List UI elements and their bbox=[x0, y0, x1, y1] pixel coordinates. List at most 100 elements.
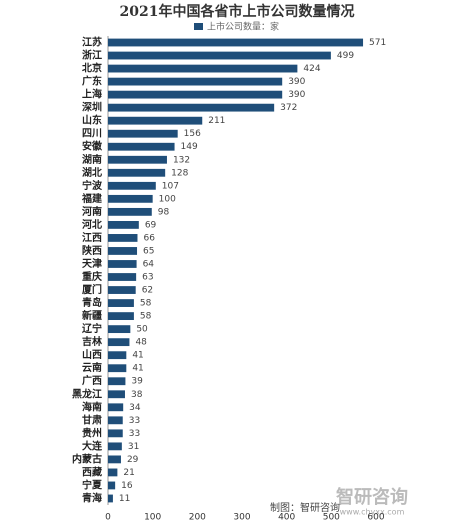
x-tick-label: 600 bbox=[367, 513, 384, 523]
y-tick-label: 湖北 bbox=[82, 166, 102, 179]
y-tick-label: 海南 bbox=[82, 400, 102, 413]
y-tick-label: 河南 bbox=[82, 205, 102, 218]
y-tick-label: 辽宁 bbox=[82, 322, 102, 335]
bar bbox=[108, 403, 124, 412]
bar bbox=[108, 90, 283, 99]
y-tick-label: 青海 bbox=[82, 491, 102, 504]
source: 制图：智研咨询 bbox=[270, 501, 340, 514]
value-label: 58 bbox=[140, 312, 152, 322]
y-tick-label: 河北 bbox=[82, 218, 102, 231]
y-tick-label: 宁夏 bbox=[82, 478, 103, 491]
y-tick-label: 山西 bbox=[82, 348, 102, 361]
y-tick-label: 山东 bbox=[82, 114, 102, 127]
value-label: 63 bbox=[142, 273, 153, 283]
y-tick-label: 青岛 bbox=[82, 296, 102, 309]
y-tick-label: 云南 bbox=[82, 361, 102, 374]
value-label: 156 bbox=[184, 129, 201, 139]
value-label: 390 bbox=[288, 77, 305, 87]
bar bbox=[108, 234, 138, 242]
y-tick-label: 江西 bbox=[82, 231, 102, 244]
value-label: 11 bbox=[119, 494, 130, 504]
value-label: 372 bbox=[280, 103, 297, 113]
bar bbox=[108, 429, 123, 438]
value-label: 41 bbox=[132, 364, 143, 374]
value-label: 98 bbox=[158, 207, 170, 217]
value-label: 39 bbox=[131, 377, 143, 387]
value-label: 149 bbox=[181, 142, 198, 152]
y-tick-label: 吉林 bbox=[82, 335, 103, 348]
value-label: 424 bbox=[303, 64, 320, 74]
legend-label: 上市公司数量：家 bbox=[207, 21, 279, 33]
value-label: 41 bbox=[132, 351, 143, 361]
value-label: 33 bbox=[129, 416, 140, 426]
value-label: 390 bbox=[288, 90, 305, 100]
y-tick-label: 甘肃 bbox=[82, 413, 102, 426]
value-label: 31 bbox=[128, 442, 139, 452]
bar bbox=[108, 155, 167, 164]
value-label: 211 bbox=[208, 116, 225, 126]
bar bbox=[108, 181, 156, 190]
bar bbox=[108, 442, 122, 451]
bar bbox=[108, 220, 139, 229]
value-label: 69 bbox=[145, 220, 157, 230]
value-label: 48 bbox=[135, 338, 147, 348]
bar bbox=[108, 312, 134, 321]
legend-swatch bbox=[194, 23, 203, 30]
value-label: 499 bbox=[337, 51, 354, 61]
bar bbox=[108, 129, 178, 138]
y-tick-label: 江苏 bbox=[82, 36, 102, 49]
value-label: 38 bbox=[131, 390, 143, 400]
website: www.chyxx.com bbox=[340, 508, 405, 517]
bar bbox=[108, 77, 283, 86]
bar bbox=[108, 194, 153, 203]
watermark: 智研咨询 bbox=[336, 486, 408, 508]
y-tick-label: 内蒙古 bbox=[72, 452, 102, 465]
chart-title: 2021年中国各省市上市公司数量情况 bbox=[120, 3, 355, 20]
y-tick-label: 重庆 bbox=[82, 270, 102, 283]
y-tick-label: 新疆 bbox=[82, 309, 102, 322]
y-tick-label: 安徽 bbox=[82, 140, 103, 153]
y-tick-label: 北京 bbox=[82, 62, 102, 75]
bar bbox=[108, 38, 364, 47]
y-tick-label: 湖南 bbox=[82, 153, 102, 166]
value-label: 107 bbox=[162, 181, 179, 191]
x-tick-label: 0 bbox=[105, 513, 111, 523]
bar bbox=[108, 168, 166, 177]
bar bbox=[108, 481, 116, 490]
value-label: 128 bbox=[171, 168, 188, 178]
value-label: 66 bbox=[143, 233, 155, 243]
bar bbox=[108, 247, 138, 255]
bar bbox=[108, 260, 137, 268]
bar bbox=[108, 103, 275, 112]
y-tick-label: 浙江 bbox=[82, 49, 102, 62]
y-tick-label: 广西 bbox=[82, 374, 102, 387]
y-tick-label: 陕西 bbox=[82, 244, 102, 257]
y-tick-label: 四川 bbox=[82, 128, 102, 140]
bar bbox=[108, 390, 125, 399]
value-label: 16 bbox=[121, 481, 133, 491]
x-tick-label: 400 bbox=[278, 513, 295, 523]
value-label: 29 bbox=[127, 455, 139, 465]
bar bbox=[108, 325, 131, 334]
x-tick-label: 200 bbox=[189, 513, 206, 523]
value-label: 64 bbox=[143, 259, 155, 269]
value-label: 132 bbox=[173, 155, 190, 165]
value-label: 34 bbox=[129, 403, 141, 413]
bar bbox=[108, 64, 298, 73]
bar bbox=[108, 273, 137, 281]
bar bbox=[108, 142, 175, 151]
y-tick-label: 黑龙江 bbox=[72, 387, 102, 400]
value-label: 21 bbox=[123, 468, 134, 478]
y-tick-label: 深圳 bbox=[82, 101, 102, 114]
y-tick-label: 厦门 bbox=[82, 283, 102, 296]
bar bbox=[108, 351, 127, 360]
bar bbox=[108, 364, 127, 373]
y-tick-label: 天津 bbox=[82, 257, 102, 270]
value-label: 50 bbox=[136, 325, 148, 335]
y-tick-label: 大连 bbox=[82, 439, 103, 452]
bar bbox=[108, 338, 130, 347]
bar bbox=[108, 286, 136, 294]
bar bbox=[108, 299, 134, 307]
value-label: 571 bbox=[369, 38, 386, 48]
bar bbox=[108, 468, 118, 477]
